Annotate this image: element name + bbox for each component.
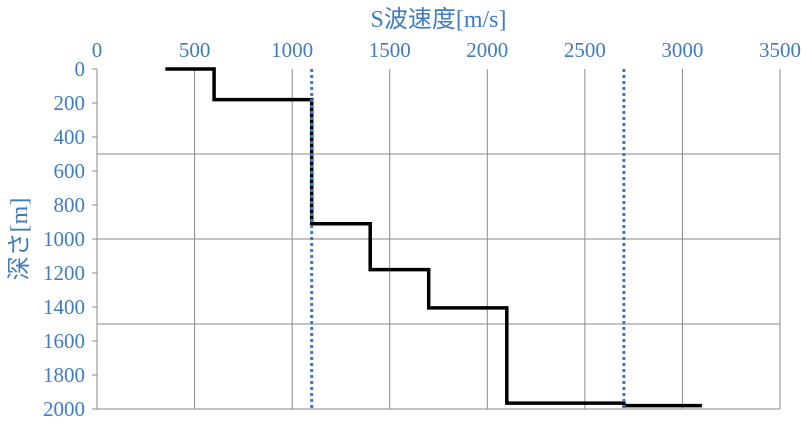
x-tick-label: 3000 [661,38,703,62]
x-tick-label: 1000 [271,38,313,62]
velocity-profile-line [165,67,702,408]
y-tick-label: 1200 [43,261,85,285]
y-tick-label: 200 [54,91,86,115]
y-tick-label: 1600 [43,329,85,353]
x-tick-label: 1500 [369,38,411,62]
y-tick-label: 1000 [43,227,85,251]
y-tick-label: 400 [54,125,86,149]
x-axis-title: S波速度[m/s] [370,6,506,33]
tick-labels: 0 500 1000 1500 2000 2500 3000 3500 0 200 400 600 80… [43,38,801,421]
y-tick-label: 1800 [43,363,85,387]
y-tick-label: 2000 [43,397,85,421]
y-tick-label: 0 [75,57,86,81]
x-tick-label: 2000 [466,38,508,62]
y-tick-label: 800 [54,193,86,217]
y-axis-title: 深さ[m] [6,198,33,281]
grid [97,69,781,409]
x-tick-label: 2500 [564,38,606,62]
x-tick-label: 3500 [759,38,801,62]
x-tick-label: 500 [179,38,211,62]
x-tick-label: 0 [92,38,103,62]
y-tick-label: 600 [54,159,86,183]
series [165,67,702,409]
axes [92,68,780,410]
y-tick-label: 1400 [43,295,85,319]
